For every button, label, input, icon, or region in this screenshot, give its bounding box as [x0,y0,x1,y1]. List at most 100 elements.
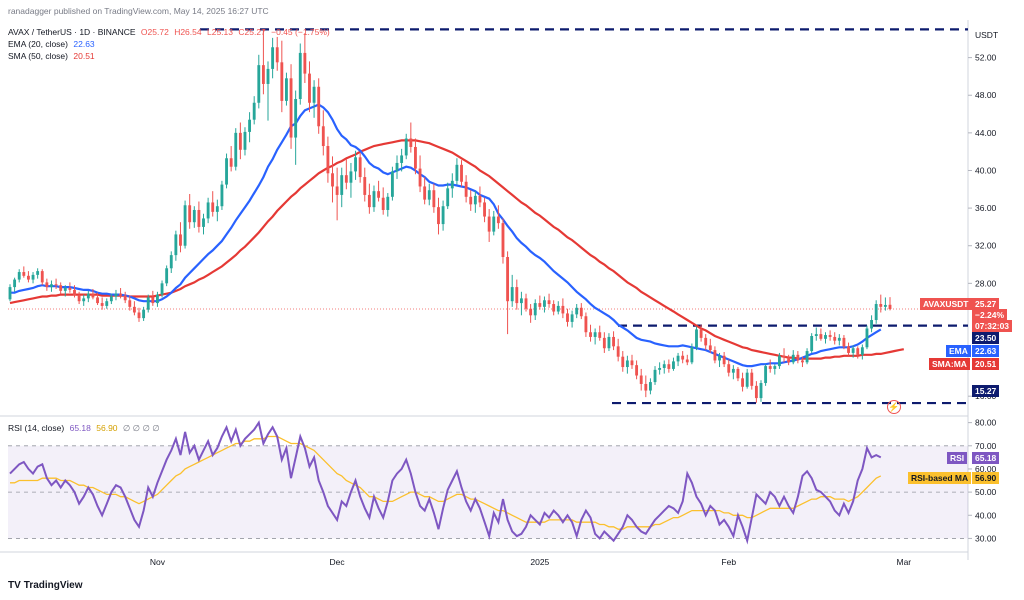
candle-body [782,355,786,358]
candle-body [137,312,141,319]
ema-legend[interactable]: EMA (20, close) 22.63 [8,39,98,49]
brand-footer[interactable]: TV TradingView [8,580,83,591]
candle-body [842,337,846,347]
candle-body [179,234,182,246]
candle-body [768,366,772,369]
candle-body [579,307,583,317]
candle-body [91,293,95,298]
candle-body [662,364,666,368]
candle-body [132,306,136,313]
candle-body [496,216,500,224]
candle-body [344,175,348,183]
candle-body [759,383,763,399]
candle-body [593,332,597,337]
candle-body [745,372,749,387]
candle-body [672,361,675,369]
time-tick-label: 2025 [530,557,549,567]
candle-body [27,275,30,280]
candle-body [427,190,431,200]
candle-body [86,293,90,299]
rsi-tick-label: 80.00 [975,418,997,428]
alert-icon[interactable]: ⚡ [887,400,901,414]
candle-body [791,354,795,363]
candle-body [308,73,311,103]
candle-body [681,355,685,360]
candles [8,29,892,403]
candle-body [658,367,662,370]
high-value: H26.54 [174,27,202,37]
countdown-tag: 07:32:03 [972,320,1013,332]
candle-body [777,355,781,367]
candle-body [566,313,569,322]
candle-body [275,47,279,63]
candle-body [285,78,288,101]
candle-body [851,348,855,353]
candle-body [741,378,744,387]
candle-body [492,216,496,232]
candle-body [22,272,26,276]
candle-body [50,284,53,288]
candle-body [109,296,113,302]
candle-body [156,294,159,304]
candle-body [377,191,381,198]
candle-body [524,298,528,309]
candle-body [105,301,109,306]
candle-body [206,202,210,219]
candle-body [510,287,514,302]
candle-body [446,188,450,207]
candle-body [321,126,325,147]
candle-body [487,216,491,232]
candle-body [648,382,652,391]
candle-body [736,368,740,379]
candle-body [17,272,21,280]
candle-body [478,195,482,203]
ema-axis-value: 22.63 [972,345,1000,357]
ohlc-line: AVAX / TetherUS · 1D · BINANCE O25.72 H2… [8,27,333,37]
candle-body [676,355,680,362]
candle-body [860,347,864,355]
horizontal-levels [8,28,968,405]
level-2350-tag: 23.50 [972,332,1000,344]
candle-body [423,186,427,200]
candle-body [414,146,417,169]
candle-body [630,360,634,366]
price-tick-label: 48.00 [975,90,997,100]
candle-body [280,62,284,101]
candle-body [575,307,579,315]
rsi-tick-label: 50.00 [975,487,997,497]
candle-body [607,336,611,349]
rsi-legend-value: 65.18 [69,423,91,433]
candle-body [234,132,238,167]
candle-body [612,336,615,347]
candle-body [888,304,892,310]
candle-body [644,383,648,391]
sma-legend[interactable]: SMA (50, close) 20.51 [8,51,98,61]
open-value: O25.72 [140,27,169,37]
candle-body [450,180,454,189]
candle-body [100,303,104,306]
candle-body [460,164,463,182]
symbol-label[interactable]: AVAX / TetherUS · 1D · BINANCE [8,27,136,37]
candle-body [271,47,275,69]
candle-body [8,287,12,300]
price-tick-label: 28.00 [975,278,997,288]
candle-body [165,268,169,284]
candle-body [561,305,565,314]
candle-body [708,345,712,351]
candle-body [202,218,205,227]
candle-body [699,329,703,338]
rsi-axis-label: RSI [947,452,968,464]
candle-body [713,350,717,361]
candle-body [589,332,592,337]
change-value: −0.45 (−1.75%) [271,27,330,37]
candle-body [119,293,123,296]
candle-body [248,119,252,132]
candle-body [169,255,173,269]
pct-change-tag: −2.24% [972,309,1008,321]
sma50-line [9,139,905,360]
currency-label[interactable]: USDT [975,30,999,40]
candle-body [455,164,459,181]
candle-body [690,347,694,363]
rsi-legend[interactable]: RSI (14, close) 65.18 56.90 ∅ ∅ ∅ ∅ [8,423,163,434]
